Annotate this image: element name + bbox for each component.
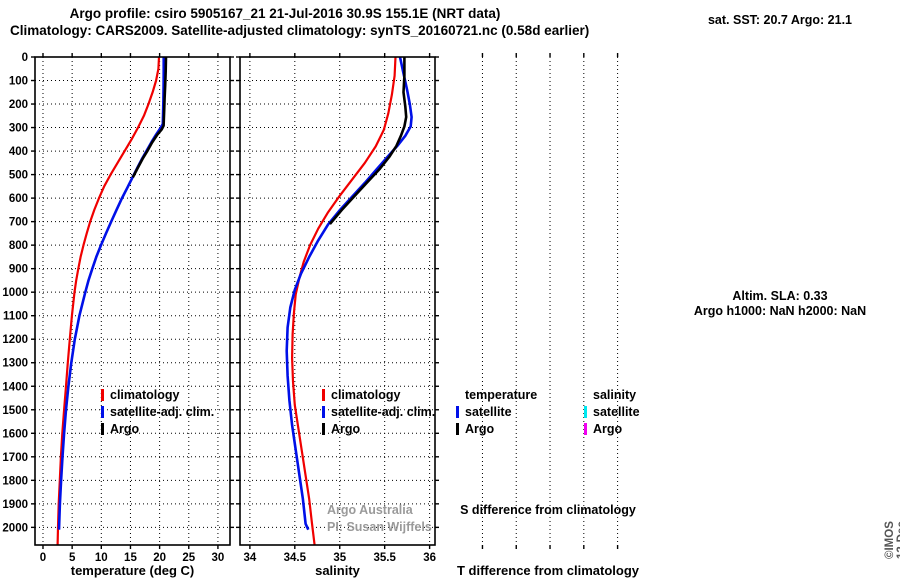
- credit-line2: PI: Susan Wijffels: [327, 520, 432, 534]
- legend-entry-satellite-t: satellite: [456, 404, 537, 421]
- svg-text:34.5: 34.5: [284, 552, 307, 564]
- svg-text:35.5: 35.5: [373, 552, 396, 564]
- difference-profile: [481, 53, 619, 549]
- satellite-adjusted-temperature-line: [57, 57, 165, 530]
- svg-text:36: 36: [423, 552, 436, 564]
- difference-panel-legend-temperature: temperature satellite Argo: [456, 387, 537, 438]
- legend-label: satellite-adj. clim.: [331, 405, 436, 419]
- svg-text:300: 300: [9, 123, 28, 135]
- legend-label: satellite-adj. clim.: [110, 405, 215, 419]
- svg-text:1500: 1500: [2, 405, 28, 417]
- argo-color-swatch: [322, 423, 325, 435]
- t-difference-axis-label: T difference from climatology: [456, 563, 640, 578]
- satellite-t-color-swatch: [456, 406, 459, 418]
- legend-label: Argo: [110, 422, 140, 436]
- satellite-adjusted-salinity-line: [285, 57, 413, 531]
- svg-text:900: 900: [9, 264, 28, 276]
- legend-entry-argo: Argo: [101, 421, 214, 438]
- svg-text:1900: 1900: [2, 499, 28, 511]
- grid-and-ticks: [481, 53, 619, 549]
- climatology-temperature-line: [56, 57, 161, 545]
- climatology-salinity-line: [291, 57, 397, 545]
- svg-text:400: 400: [9, 146, 28, 158]
- argo-temperature-line: [131, 57, 168, 179]
- svg-text:0: 0: [22, 52, 28, 64]
- argo-color-swatch: [101, 423, 104, 435]
- climatology-color-swatch: [322, 389, 325, 401]
- grid-and-ticks: [236, 53, 439, 549]
- figure-title-line2: Climatology: CARS2009. Satellite-adjuste…: [10, 23, 590, 38]
- salinity-profile: 34 34.5 35 35.5 36: [236, 53, 439, 564]
- legend-entry-satellite-adj: satellite-adj. clim.: [101, 404, 214, 421]
- tick-labels: 0 5 10 15 20 25 300100200300400500600700800900…: [2, 52, 224, 564]
- svg-text:1600: 1600: [2, 428, 28, 440]
- climatology-color-swatch: [101, 389, 104, 401]
- tick-labels: 34 34.5 35 35.5 36: [243, 552, 436, 564]
- svg-text:600: 600: [9, 193, 28, 205]
- credit-line1: Argo Australia: [327, 503, 413, 517]
- svg-text:500: 500: [9, 170, 28, 182]
- sla-map-title-line2: Argo h1000: NaN h2000: NaN: [693, 304, 867, 318]
- svg-text:800: 800: [9, 240, 28, 252]
- svg-text:25: 25: [182, 552, 195, 564]
- legend-entry-satellite-adj: satellite-adj. clim.: [322, 404, 435, 421]
- salinity-panel-legend: climatology satellite-adj. clim. Argo: [322, 387, 435, 438]
- legend-entry-argo: Argo: [322, 421, 435, 438]
- svg-text:35: 35: [333, 552, 346, 564]
- svg-text:15: 15: [124, 552, 137, 564]
- svg-text:200: 200: [9, 99, 28, 111]
- svg-text:20: 20: [153, 552, 166, 564]
- svg-text:1800: 1800: [2, 475, 28, 487]
- argo-t-color-swatch: [456, 423, 459, 435]
- legend-label: climatology: [110, 388, 180, 402]
- svg-text:100: 100: [9, 76, 28, 88]
- svg-text:5: 5: [69, 552, 76, 564]
- legend-label: satellite: [465, 405, 512, 419]
- figure-title-line1: Argo profile: csiro 5905167_21 21-Jul-20…: [69, 6, 501, 21]
- satellite-adj-color-swatch: [322, 406, 325, 418]
- svg-text:1200: 1200: [2, 334, 28, 346]
- svg-text:1700: 1700: [2, 452, 28, 464]
- svg-text:1400: 1400: [2, 381, 28, 393]
- temperature-profile: 0 5 10 15 20 25 300100200300400500600700800900…: [2, 52, 234, 564]
- svg-text:0: 0: [40, 552, 46, 564]
- svg-text:30: 30: [212, 552, 225, 564]
- svg-text:2000: 2000: [2, 522, 28, 534]
- legend-entry-climatology: climatology: [101, 387, 214, 404]
- argo-salinity-line: [328, 57, 408, 225]
- svg-text:1000: 1000: [2, 287, 28, 299]
- temperature-panel-legend: climatology satellite-adj. clim. Argo: [101, 387, 214, 438]
- svg-text:1100: 1100: [3, 311, 28, 323]
- difference-panel-legend-salinity: salinity satellite Argo: [584, 387, 640, 438]
- legend-entry-satellite-s: satellite: [584, 404, 640, 421]
- legend-label: Argo: [465, 422, 495, 436]
- s-difference-axis-label: S difference from climatology: [460, 503, 636, 517]
- legend-header-temperature: temperature: [465, 388, 538, 402]
- legend-entry-argo-t: Argo: [456, 421, 537, 438]
- svg-text:700: 700: [9, 217, 28, 229]
- svg-text:34: 34: [243, 552, 256, 564]
- svg-text:10: 10: [95, 552, 108, 564]
- salinity-axis-label: salinity: [315, 563, 360, 578]
- satellite-s-color-swatch: [584, 406, 587, 418]
- satellite-adj-color-swatch: [101, 406, 104, 418]
- legend-label: Argo: [331, 422, 361, 436]
- svg-text:1300: 1300: [2, 358, 28, 370]
- sla-map-title-line1: Altim. SLA: 0.33: [732, 289, 828, 303]
- legend-label: climatology: [331, 388, 401, 402]
- argo-s-color-swatch: [584, 423, 587, 435]
- legend-label: satellite: [593, 405, 640, 419]
- legend-header-salinity: salinity: [593, 388, 637, 402]
- legend-entry-argo-s: Argo: [584, 421, 640, 438]
- imos-watermark: ©IMOS 13-Dec-2018 04:16:25: [884, 517, 900, 559]
- sst-map-title: sat. SST: 20.7 Argo: 21.1: [707, 13, 853, 27]
- temperature-axis-label: temperature (deg C): [70, 563, 195, 578]
- legend-entry-climatology: climatology: [322, 387, 435, 404]
- legend-label: Argo: [593, 422, 623, 436]
